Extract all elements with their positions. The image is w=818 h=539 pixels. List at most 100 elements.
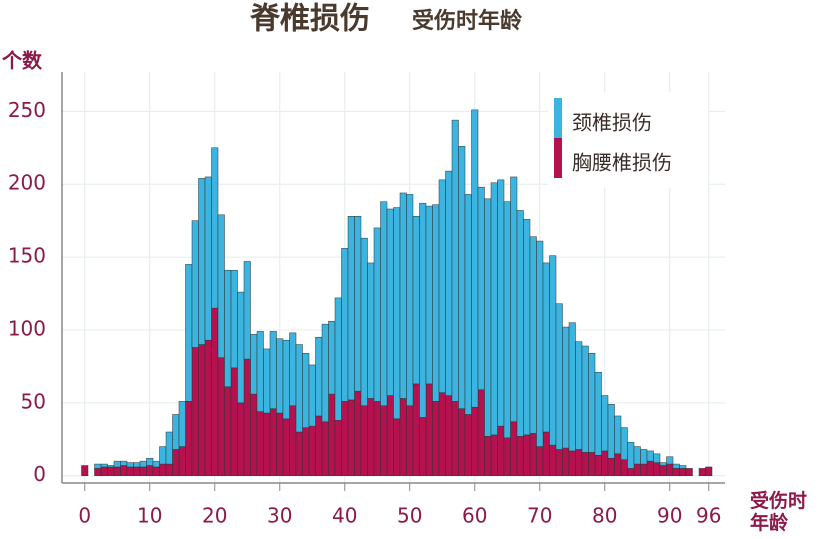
bar <box>471 109 479 408</box>
bar <box>204 176 212 341</box>
bar <box>640 449 648 465</box>
bar <box>380 405 388 476</box>
bar <box>243 358 251 476</box>
bar <box>581 345 589 453</box>
bar <box>269 408 277 476</box>
bar <box>510 421 518 476</box>
bar <box>334 297 342 421</box>
bar <box>178 446 186 476</box>
bar <box>490 434 498 476</box>
bar <box>94 468 102 476</box>
x-tick-label: 50 <box>397 504 422 528</box>
bar <box>555 449 563 476</box>
bar <box>679 468 687 476</box>
bar <box>341 248 349 402</box>
x-axis-label: 受伤时年龄 <box>750 490 808 534</box>
bar <box>198 344 206 476</box>
bar <box>328 393 336 476</box>
bar <box>464 194 472 415</box>
bar <box>601 450 609 476</box>
bar <box>302 353 310 428</box>
bar <box>256 411 264 476</box>
bar <box>477 389 485 476</box>
bar <box>94 463 102 469</box>
bar <box>120 460 128 466</box>
bar <box>588 452 596 476</box>
bar <box>165 431 173 465</box>
bar <box>477 186 485 390</box>
bar <box>341 401 349 476</box>
bar <box>198 178 206 345</box>
bar <box>445 170 453 396</box>
x-tick-label: 96 <box>696 504 721 528</box>
legend-box <box>548 92 708 188</box>
legend-label: 颈椎损伤 <box>572 111 652 135</box>
bar <box>308 425 316 476</box>
bar <box>354 390 362 476</box>
bar <box>614 453 622 476</box>
bar <box>607 457 615 476</box>
x-tick-label: 40 <box>332 504 357 528</box>
bar <box>685 468 693 476</box>
chart-title: 脊椎损伤 <box>249 2 370 37</box>
bar <box>399 398 407 476</box>
bar <box>107 466 115 476</box>
bar <box>510 176 518 423</box>
bar <box>653 453 661 463</box>
bar <box>276 412 284 476</box>
x-tick-label: 80 <box>592 504 617 528</box>
legend-swatch <box>554 138 562 178</box>
bar <box>432 401 440 476</box>
bar <box>406 405 414 476</box>
bar <box>620 427 628 460</box>
bar <box>295 344 303 433</box>
x-tick-label: 30 <box>267 504 292 528</box>
legend-swatch <box>554 98 562 138</box>
bar <box>211 147 219 309</box>
bar <box>633 463 641 476</box>
bar <box>490 182 498 436</box>
bar <box>120 465 128 476</box>
x-tick-label: 70 <box>527 504 552 528</box>
bar <box>295 431 303 476</box>
bar <box>159 446 167 465</box>
x-tick-label: 90 <box>657 504 682 528</box>
bar <box>172 414 180 450</box>
bar <box>165 463 173 476</box>
bar <box>406 194 414 407</box>
bar <box>425 205 433 385</box>
bar <box>139 466 147 476</box>
legend-label: 胸腰椎损伤 <box>572 151 672 175</box>
bar <box>204 339 212 476</box>
bar <box>315 415 323 476</box>
bar <box>705 466 713 476</box>
bar <box>594 371 602 456</box>
bar <box>679 465 687 469</box>
bar <box>360 405 368 476</box>
bar <box>328 320 336 395</box>
bar <box>607 404 615 459</box>
bar <box>152 460 160 468</box>
bar <box>224 269 232 388</box>
bar <box>354 216 362 392</box>
bar <box>334 420 342 476</box>
bar <box>321 421 329 476</box>
bar <box>666 463 674 476</box>
bar <box>458 408 466 476</box>
bar <box>230 269 238 369</box>
bar <box>562 326 570 449</box>
bar <box>575 341 583 450</box>
bar <box>588 353 596 453</box>
bar <box>451 401 459 476</box>
bar <box>152 466 160 476</box>
bar <box>555 303 563 450</box>
bar <box>276 338 284 414</box>
bar <box>243 261 251 360</box>
bar <box>549 255 557 446</box>
chart-subtitle: 受伤时年龄 <box>412 8 523 34</box>
bar <box>516 436 524 476</box>
bar <box>367 262 375 399</box>
bar <box>146 465 154 476</box>
